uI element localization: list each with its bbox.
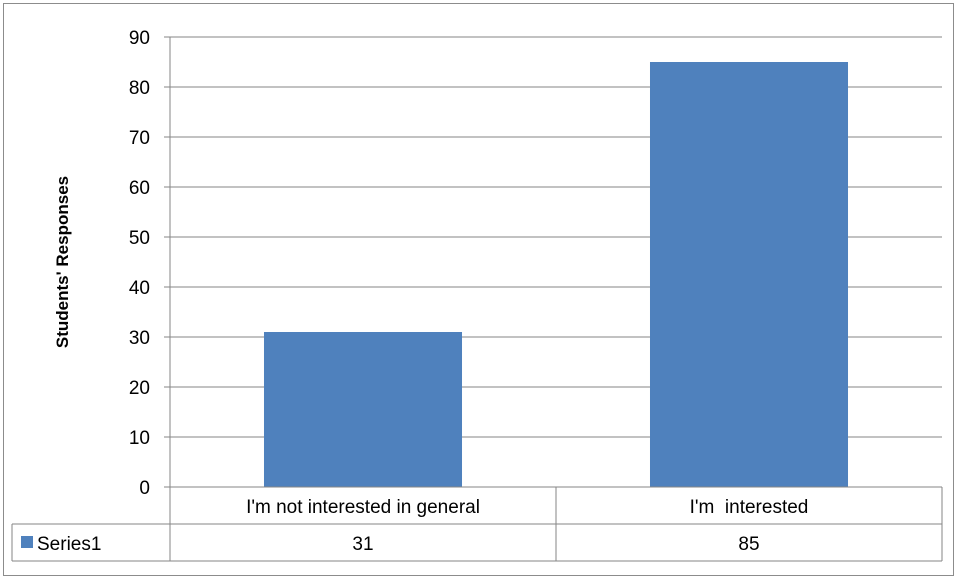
bar [263, 332, 463, 487]
y-tick-label: 90 [129, 28, 150, 49]
y-tick-label: 30 [129, 328, 150, 349]
series-name: Series1 [37, 534, 101, 555]
y-tick-label: 60 [129, 178, 150, 199]
data-table-value: 31 [352, 534, 373, 555]
x-category-label: I'm interested [690, 497, 809, 518]
y-tick-label: 20 [129, 378, 150, 399]
y-tick-label: 80 [129, 78, 150, 99]
y-tick-label: 50 [129, 228, 150, 249]
y-tick-label: 10 [129, 428, 150, 449]
y-axis-label: Students' Responses [53, 176, 72, 348]
y-tick-label: 0 [139, 478, 150, 499]
data-table-value: 85 [738, 534, 759, 555]
legend-swatch [21, 536, 33, 548]
y-tick-label: 70 [129, 128, 150, 149]
x-category-label: I'm not interested in general [246, 497, 480, 518]
bar [649, 62, 849, 487]
y-tick-label: 40 [129, 278, 150, 299]
